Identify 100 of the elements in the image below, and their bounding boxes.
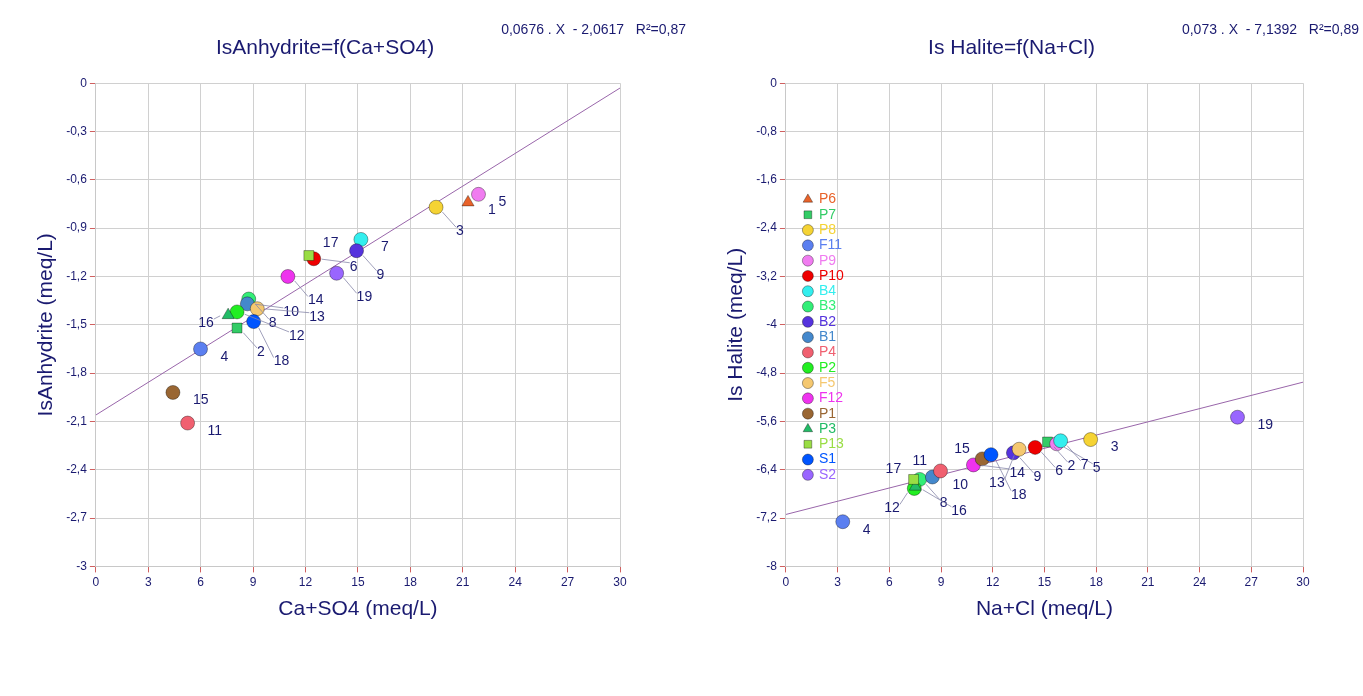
legend-label: P7 xyxy=(818,205,837,222)
x-tick-label: 12 xyxy=(986,574,1000,589)
x-tick-label: 18 xyxy=(403,574,418,589)
annotation: 17 xyxy=(322,234,339,251)
y-tick-label: -3 xyxy=(76,558,88,573)
x-tick-label: 15 xyxy=(1037,574,1052,589)
x-tick-label: 21 xyxy=(1141,574,1155,589)
y-tick-label: -0,8 xyxy=(756,123,778,138)
y-tick-label: -0,3 xyxy=(66,123,88,138)
y-tick-label: -6,4 xyxy=(756,462,778,477)
x-tick-label: 9 xyxy=(937,574,945,589)
annotation: 8 xyxy=(268,313,277,330)
annotation: 6 xyxy=(349,257,358,274)
legend-label: P4 xyxy=(818,343,837,360)
y-tick-label: -4 xyxy=(766,317,778,332)
annotation: 12 xyxy=(884,499,901,516)
x-tick-label: 27 xyxy=(1244,574,1259,589)
x-tick-label: 24 xyxy=(1192,574,1207,589)
x-tick-label: 0 xyxy=(92,574,100,589)
x-tick-label: 12 xyxy=(298,574,313,589)
y-tick-label: -5,6 xyxy=(756,413,778,428)
annotation: 14 xyxy=(1009,463,1026,480)
x-tick-label: 30 xyxy=(613,574,627,589)
annotation: 2 xyxy=(1067,456,1076,473)
annotation: 5 xyxy=(498,193,507,210)
annotation: 18 xyxy=(1011,485,1027,502)
annotation: 9 xyxy=(376,265,385,282)
y-tick-label: -1,2 xyxy=(66,268,88,283)
x-tick-label: 0 xyxy=(782,574,790,589)
annotation: 5 xyxy=(1092,458,1101,475)
annotation: 4 xyxy=(862,520,871,537)
x-tick-label: 3 xyxy=(144,574,152,589)
annotation: 9 xyxy=(1033,467,1042,484)
legend-label: B3 xyxy=(818,297,837,314)
x-tick-label: 30 xyxy=(1296,574,1310,589)
x-tick-label: 27 xyxy=(560,574,575,589)
annotation: 3 xyxy=(1110,438,1119,455)
annotation: 15 xyxy=(954,439,970,456)
annotation: 11 xyxy=(207,421,223,438)
legend-label: P13 xyxy=(818,435,844,452)
legend-label: P1 xyxy=(818,404,837,421)
y-tick-label: 0 xyxy=(770,75,778,90)
annotation: 11 xyxy=(912,451,928,468)
y-tick-label: -7,2 xyxy=(756,510,778,525)
legend-label: S1 xyxy=(818,450,837,467)
x-tick-label: 9 xyxy=(249,574,257,589)
y-axis-title: Is Halite (meq/L) xyxy=(723,247,747,402)
annotation: 16 xyxy=(198,314,214,330)
text: 0,073 . X - 7,1392 R²=0,89 xyxy=(1181,20,1360,37)
x-tick-label: 18 xyxy=(1089,574,1104,589)
annotation: 14 xyxy=(307,291,324,308)
annotation: 10 xyxy=(283,302,300,319)
y-tick-label: -2,7 xyxy=(66,510,88,525)
y-tick-label: -1,6 xyxy=(756,172,778,187)
x-tick-label: 15 xyxy=(351,574,365,589)
y-tick-label: -1,8 xyxy=(66,365,88,380)
y-tick-label: -8 xyxy=(766,558,778,573)
y-tick-label: -4,8 xyxy=(756,365,778,380)
y-tick-label: -2,4 xyxy=(66,462,88,477)
annotation: 7 xyxy=(1080,455,1089,472)
legend-label: P6 xyxy=(818,190,837,207)
annotation: 18 xyxy=(273,352,290,369)
y-tick-label: 0 xyxy=(80,75,88,90)
legend-label: F5 xyxy=(818,373,836,390)
annotation: 13 xyxy=(989,474,1005,491)
annotation: 8 xyxy=(939,494,948,511)
legend-label: P3 xyxy=(818,419,837,436)
y-axis-title: IsAnhydrite (meq/L) xyxy=(33,233,57,417)
legend-label: B4 xyxy=(818,282,837,299)
annotation: 4 xyxy=(220,347,229,364)
x-tick-label: 21 xyxy=(456,574,470,589)
y-tick-label: -2,1 xyxy=(66,413,88,428)
y-tick-label: -0,9 xyxy=(66,220,88,235)
text: 0,0676 . X - 2,0617 R²=0,87 xyxy=(501,20,687,37)
legend-label: P2 xyxy=(818,358,837,375)
chart-title: IsAnhydrite=f(Ca+SO4) xyxy=(215,35,435,59)
y-tick-label: -2,4 xyxy=(756,220,778,235)
x-axis-title: Ca+SO4 (meq/L) xyxy=(278,596,438,620)
x-tick-label: 6 xyxy=(197,574,205,589)
annotation: 3 xyxy=(456,222,465,239)
legend-label: B1 xyxy=(818,328,837,345)
x-tick-label: 6 xyxy=(885,574,893,589)
annotation: 13 xyxy=(309,307,326,324)
annotation: 15 xyxy=(192,391,209,408)
annotation: 2 xyxy=(257,342,266,359)
legend-label: F11 xyxy=(818,236,843,253)
legend-label: P8 xyxy=(818,220,837,237)
legend-label: F12 xyxy=(818,389,844,406)
annotation: 1 xyxy=(488,201,496,218)
x-tick-label: 3 xyxy=(834,574,842,589)
annotation: 7 xyxy=(380,238,389,255)
chart-title: Is Halite=f(Na+Cl) xyxy=(928,35,1095,59)
annotation: 16 xyxy=(951,501,968,518)
y-tick-label: -3,2 xyxy=(756,268,778,283)
annotation: 19 xyxy=(356,288,373,305)
legend-label: B2 xyxy=(818,312,837,329)
y-tick-label: -0,6 xyxy=(66,172,88,187)
annotation: 19 xyxy=(1257,416,1274,433)
annotation: 6 xyxy=(1055,462,1064,479)
legend-label: P9 xyxy=(818,251,837,268)
